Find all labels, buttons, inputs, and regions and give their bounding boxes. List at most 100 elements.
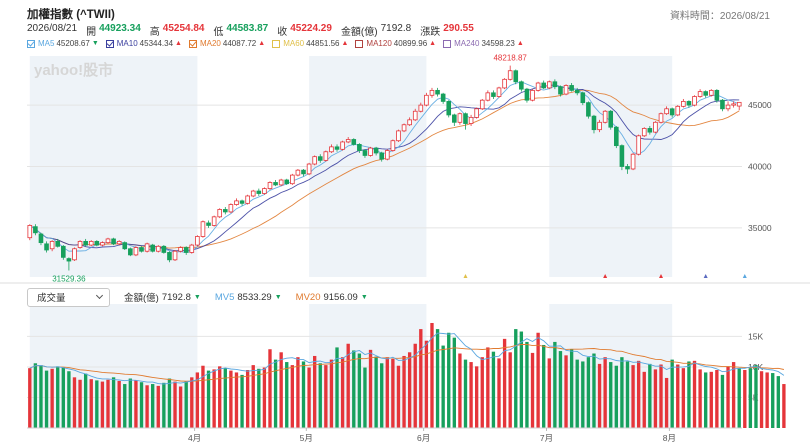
volume-bar — [257, 368, 261, 428]
checkbox-icon[interactable] — [188, 39, 197, 48]
volume-bar — [357, 353, 362, 428]
ma-legend-ma60[interactable]: MA60 44851.56 ▲ — [272, 39, 348, 48]
volume-bar — [128, 378, 133, 428]
volume-bar — [659, 364, 663, 428]
volume-bar — [698, 369, 702, 428]
candle — [172, 250, 178, 261]
candle — [457, 113, 463, 123]
event-marker-icon — [742, 274, 747, 278]
volume-bar — [692, 360, 697, 428]
volume-amount-label: 金額(億) — [124, 293, 159, 304]
ma-legend-ma10[interactable]: MA10 45344.34 ▲ — [105, 39, 182, 48]
candle — [558, 86, 563, 95]
volume-bar — [352, 350, 356, 428]
candle — [245, 195, 250, 204]
checkbox-icon[interactable] — [355, 39, 364, 48]
volume-y-tick-label: 15K — [748, 331, 763, 341]
volume-bar — [173, 381, 177, 428]
candle — [401, 124, 407, 132]
x-tick-label: 4月 — [188, 433, 201, 443]
candle — [519, 81, 524, 90]
checkbox-icon[interactable] — [105, 39, 114, 48]
candle — [390, 140, 396, 151]
candle — [150, 244, 155, 252]
candle — [267, 182, 273, 189]
candle — [602, 110, 608, 123]
event-marker-icon — [659, 274, 664, 278]
candle — [485, 92, 491, 101]
mv5-value: 8533.29 — [237, 291, 272, 303]
volume-bar — [586, 357, 591, 428]
ma-value: 44087.72 — [222, 39, 257, 48]
up-arrow-icon: ▲ — [258, 40, 266, 47]
volume-bar — [575, 359, 579, 428]
candle — [301, 169, 306, 175]
candle — [479, 99, 485, 110]
volume-bar — [776, 376, 780, 428]
volume-bar — [536, 332, 540, 428]
volume-bar — [156, 385, 160, 428]
volume-bar — [100, 381, 105, 428]
volume-bar — [139, 382, 144, 428]
mv20-value: 9156.09 — [323, 291, 358, 303]
candle — [446, 101, 452, 116]
candle — [502, 78, 507, 89]
volume-bar — [597, 363, 602, 428]
candle — [619, 145, 625, 167]
volume-bar — [625, 361, 630, 428]
high-value: 45254.84 — [162, 23, 205, 34]
indicator-dropdown[interactable]: 成交量 — [27, 287, 110, 307]
volume-bar — [424, 340, 429, 428]
mv5-label: MV5 — [214, 291, 235, 303]
candle — [647, 128, 653, 133]
candle — [452, 114, 457, 123]
ma-legend-ma20[interactable]: MA20 44087.72 ▲ — [188, 39, 266, 48]
volume-bar — [782, 384, 786, 428]
volume-bar — [704, 372, 708, 428]
candle — [412, 110, 418, 121]
volume-bar — [178, 386, 183, 428]
candle — [55, 240, 61, 247]
volume-bar — [72, 377, 77, 428]
y-tick-label: 35000 — [748, 223, 772, 233]
volume-bar — [56, 366, 60, 428]
checkbox-icon[interactable] — [272, 39, 281, 48]
volume-bar — [195, 372, 200, 428]
candle — [535, 82, 541, 91]
volume-bar — [162, 382, 166, 428]
low-value: 44583.87 — [226, 23, 269, 34]
ma-legend-ma5[interactable]: MA5 45208.67 ▼ — [27, 39, 99, 48]
volume-bar — [33, 363, 38, 428]
candle — [345, 139, 351, 143]
indicator-dropdown-label: 成交量 — [37, 293, 66, 304]
candle — [714, 89, 720, 101]
volume-bar — [709, 371, 713, 428]
mv5-stat: MV5 8533.29 ▼ — [215, 292, 282, 303]
volume-bar — [748, 368, 753, 428]
open-value: 44923.34 — [99, 23, 141, 34]
checkbox-icon[interactable] — [443, 39, 452, 48]
change-label: 漲跌 — [420, 27, 441, 38]
ma-legend-ma240[interactable]: MA240 34598.23 ▲ — [443, 39, 524, 48]
volume-bar — [491, 351, 496, 428]
candle — [580, 92, 586, 104]
candle — [340, 141, 345, 150]
low-label: 低 — [213, 27, 224, 38]
volume-bar — [251, 365, 255, 428]
volume-bar — [385, 357, 389, 428]
volume-bar — [83, 373, 88, 428]
candle — [424, 94, 429, 106]
volume-bar — [206, 370, 211, 428]
candle — [636, 135, 641, 155]
volume-bar — [335, 347, 339, 428]
ma-legend-ma120[interactable]: MA120 40899.96 ▲ — [355, 39, 436, 48]
candle — [686, 101, 692, 106]
volume-bar — [508, 352, 512, 428]
volume-bar — [218, 366, 222, 428]
volume-amount-stat: 金額(億) 7192.8 ▼ — [124, 290, 201, 305]
candle — [513, 70, 519, 83]
checkbox-icon[interactable] — [27, 39, 35, 48]
candle — [200, 221, 206, 237]
candle — [429, 89, 435, 96]
